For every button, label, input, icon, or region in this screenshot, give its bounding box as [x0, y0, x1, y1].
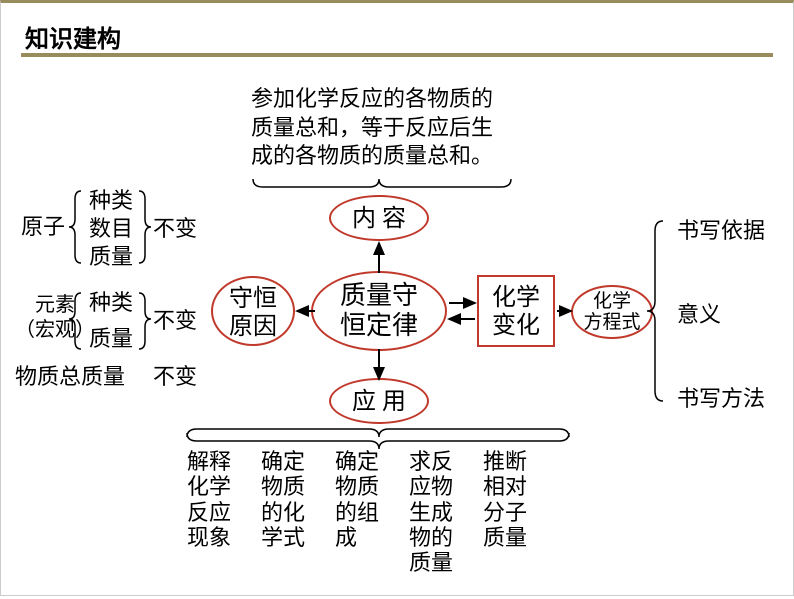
element-unchanged: 不变	[153, 307, 197, 335]
element-item-1: 质量	[89, 325, 133, 353]
atom-item-0: 种类	[89, 187, 133, 215]
atom-item-1: 数目	[89, 215, 133, 243]
bottom-col-0: 解释 化学 反应 现象	[187, 449, 231, 550]
right-item-2: 书写方法	[677, 385, 765, 413]
center-label: 质量守 恒定律	[311, 281, 447, 341]
cause-label: 守恒 原因	[211, 286, 295, 341]
equation-label: 化学 方程式	[571, 292, 653, 334]
element-label: 元素 （宏观）	[15, 293, 95, 343]
mass-unchanged: 不变	[153, 363, 197, 391]
definition-text: 参加化学反应的各物质的 质量总和，等于反应后生 成的各物质的质量总和。	[251, 85, 493, 171]
content-label: 内 容	[329, 204, 429, 234]
right-item-0: 书写依据	[677, 217, 765, 245]
bottom-col-3: 求反 应物 生成 物的 质量	[409, 449, 453, 575]
bottom-col-4: 推断 相对 分子 质量	[483, 449, 527, 550]
bottom-col-2: 确定 物质 的组 成	[335, 449, 379, 550]
change-label: 化学 变化	[477, 285, 555, 340]
right-item-1: 意义	[677, 301, 721, 329]
page-title: 知识建构	[25, 19, 121, 54]
element-item-0: 种类	[89, 289, 133, 317]
application-label: 应 用	[329, 387, 429, 417]
atom-item-2: 质量	[89, 243, 133, 271]
atom-unchanged: 不变	[153, 215, 197, 243]
title-underline	[21, 53, 773, 57]
bottom-col-1: 确定 物质 的化 学式	[261, 449, 305, 550]
mass-label: 物质总质量	[15, 363, 125, 391]
atom-label: 原子	[21, 213, 65, 241]
